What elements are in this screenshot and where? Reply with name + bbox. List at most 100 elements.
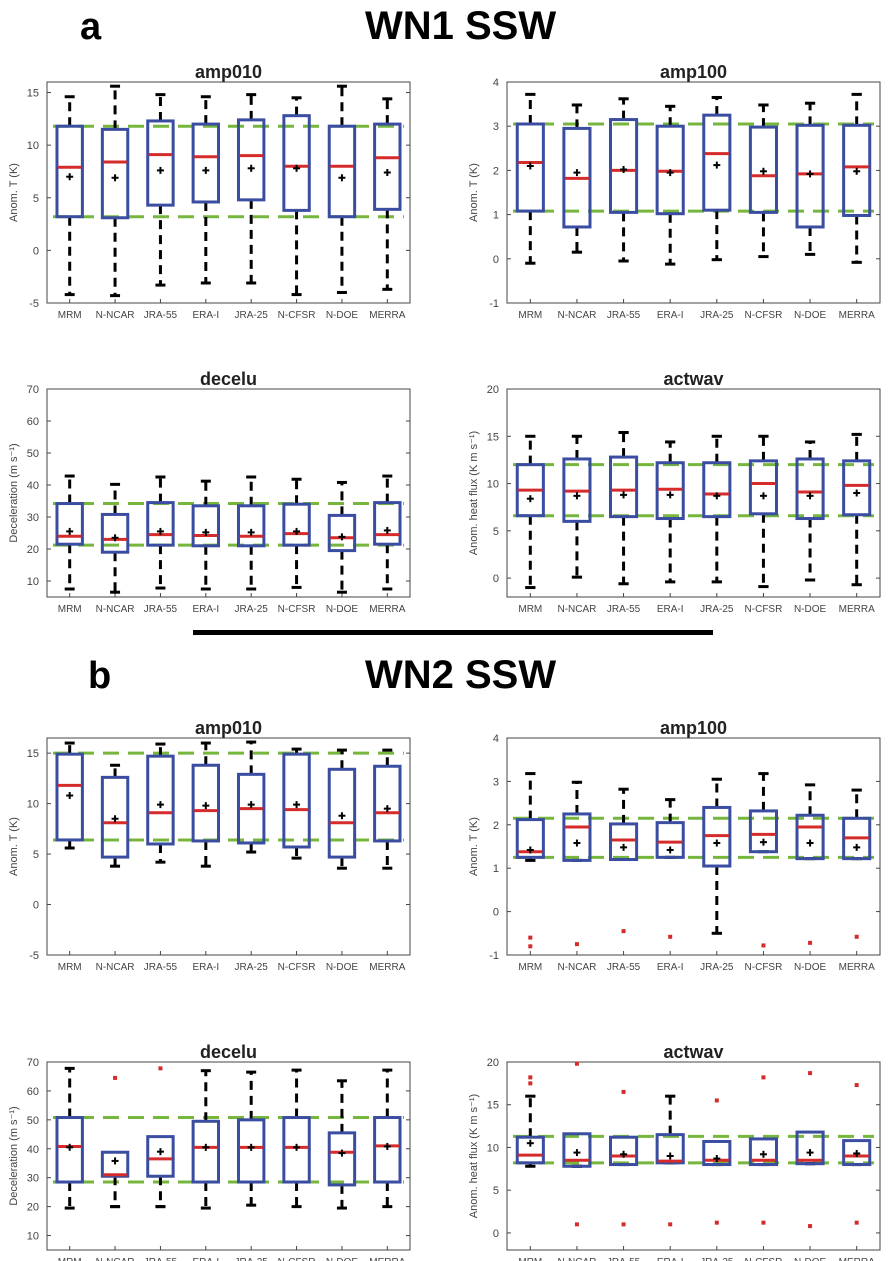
x-tick-label: ERA-I — [657, 962, 684, 973]
plot-frame — [46, 1061, 411, 1251]
box — [146, 119, 175, 207]
y-tick-label: -1 — [489, 298, 499, 310]
outlier-point — [854, 1220, 859, 1225]
y-tick-label: 15 — [487, 431, 499, 443]
box — [748, 809, 778, 854]
outlier-point — [574, 1061, 579, 1066]
y-tick-label: 0 — [493, 907, 499, 919]
x-tick-label: N-DOE — [326, 962, 359, 973]
plot-frame — [46, 737, 411, 956]
y-tick-label: 10 — [487, 1142, 499, 1154]
x-tick-label: JRA-25 — [235, 604, 269, 615]
box — [191, 122, 221, 204]
x-tick-label: N-NCAR — [557, 962, 596, 973]
y-tick-label: 4 — [493, 77, 499, 89]
y-tick-label: 10 — [27, 1231, 39, 1243]
x-tick-label: ERA-I — [657, 310, 684, 321]
y-tick-label: 70 — [27, 384, 39, 396]
outlier-point — [761, 1075, 766, 1080]
y-axis-label: Anom. T (K) — [468, 163, 480, 222]
box — [373, 122, 402, 211]
x-tick-label: MRM — [58, 604, 82, 615]
box — [562, 457, 592, 523]
y-tick-label: 10 — [27, 140, 39, 152]
outlier-point — [528, 1081, 533, 1086]
x-tick-label: JRA-55 — [607, 310, 641, 321]
chart-title: amp100 — [660, 718, 727, 738]
x-tick-label: ERA-I — [192, 310, 219, 321]
box — [702, 805, 732, 868]
y-tick-label: 10 — [487, 479, 499, 491]
x-tick-label: JRA-25 — [700, 604, 734, 615]
x-tick-label: MERRA — [369, 310, 405, 321]
box — [100, 127, 130, 220]
box — [327, 513, 357, 553]
y-tick-label: 1 — [493, 863, 499, 875]
box — [282, 752, 311, 849]
y-tick-label: 10 — [27, 576, 39, 588]
box — [562, 812, 592, 862]
outlier-point — [854, 1083, 859, 1088]
outlier-point — [621, 1089, 626, 1094]
y-tick-label: 4 — [493, 733, 499, 745]
x-tick-label: N-CFSR — [278, 962, 316, 973]
box — [748, 1137, 778, 1167]
x-tick-label: JRA-55 — [144, 604, 178, 615]
outlier-point — [158, 1066, 163, 1071]
y-tick-label: 5 — [493, 1185, 499, 1197]
y-tick-label: 15 — [27, 88, 39, 100]
box — [191, 504, 221, 548]
box — [655, 124, 685, 216]
chart-panel-4: amp010 -5 0 5 10 15 Anom. T (K) MRM N-NCAR JRA-55… — [8, 718, 411, 973]
box — [655, 821, 685, 859]
y-tick-label: 5 — [33, 849, 39, 861]
y-tick-label: 3 — [493, 121, 499, 133]
x-tick-label: N-NCAR — [557, 310, 596, 321]
box — [373, 1116, 402, 1184]
plot-frame — [506, 737, 881, 956]
chart-title: actwav — [663, 1042, 723, 1062]
box — [795, 123, 825, 229]
y-tick-label: 20 — [27, 1202, 39, 1214]
outlier-point — [621, 1222, 626, 1227]
box — [236, 118, 266, 202]
x-tick-label: JRA-55 — [144, 310, 178, 321]
x-tick-label: N-CFSR — [745, 1257, 783, 1261]
y-tick-label: 50 — [27, 448, 39, 460]
outlier-point — [113, 1075, 118, 1080]
x-tick-label: N-DOE — [326, 310, 359, 321]
box — [515, 122, 545, 213]
y-tick-label: 5 — [33, 193, 39, 205]
y-tick-label: 2 — [493, 820, 499, 832]
chart-title: amp100 — [660, 62, 727, 82]
chart-title: decelu — [200, 1042, 257, 1062]
x-tick-label: MRM — [58, 1257, 82, 1261]
box — [842, 123, 872, 217]
y-tick-label: 0 — [493, 573, 499, 585]
chart-panel-5: amp100 -1 0 1 2 3 4 Anom. T (K) MRM N-NCAR JRA-55 E… — [468, 718, 881, 973]
x-tick-label: JRA-25 — [235, 1257, 269, 1261]
x-tick-label: MERRA — [839, 962, 875, 973]
box — [191, 763, 221, 843]
box — [702, 461, 732, 519]
box — [282, 114, 311, 212]
box — [146, 754, 175, 846]
x-tick-label: MRM — [518, 310, 542, 321]
outlier-point — [761, 1220, 766, 1225]
outlier-point — [714, 1098, 719, 1103]
y-tick-label: 50 — [27, 1115, 39, 1127]
divider-line — [193, 630, 713, 635]
outlier-point — [668, 1222, 673, 1227]
x-tick-label: MERRA — [839, 604, 875, 615]
box — [236, 504, 266, 548]
x-tick-label: JRA-25 — [235, 962, 269, 973]
x-tick-label: MERRA — [839, 1257, 875, 1261]
y-tick-label: -5 — [29, 950, 39, 962]
outlier-point — [668, 934, 673, 939]
box — [282, 502, 311, 547]
chart-title: actwav — [663, 369, 723, 389]
x-tick-label: N-CFSR — [278, 1257, 316, 1261]
chart-panel-3: actwav 0 5 10 15 20 Anom. heat flux (K m s⁻¹) M… — [468, 369, 881, 615]
box — [373, 764, 402, 843]
y-tick-label: 20 — [487, 1057, 499, 1069]
